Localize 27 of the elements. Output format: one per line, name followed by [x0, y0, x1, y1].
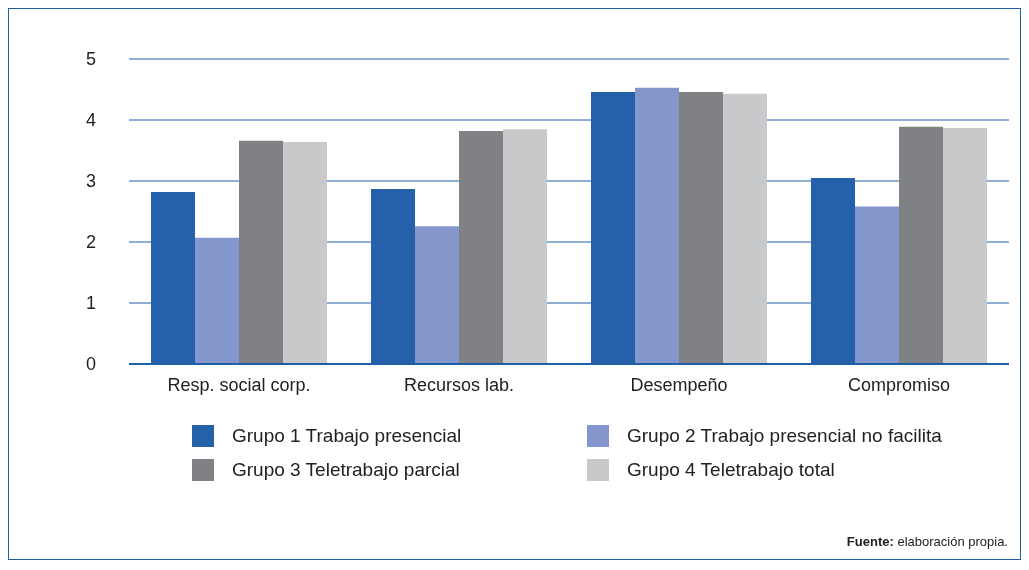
- bar: [943, 127, 987, 364]
- bar: [503, 129, 547, 364]
- y-tick-label: 0: [85, 354, 96, 375]
- bar: [899, 126, 943, 364]
- bar: [459, 130, 503, 364]
- bar: [283, 141, 327, 364]
- legend-label: Grupo 1 Trabajo presencial: [231, 425, 463, 447]
- x-tick-label: Compromiso: [847, 374, 951, 395]
- y-tick-label: 4: [85, 110, 96, 131]
- legend-label: Grupo 4 Teletrabajo total: [626, 459, 836, 481]
- y-tick-label: 1: [85, 293, 96, 314]
- bar: [855, 206, 899, 364]
- legend-label: Grupo 2 Trabajo presencial no facilita: [626, 425, 943, 447]
- bar: [239, 140, 283, 364]
- y-tick-label: 3: [85, 171, 96, 192]
- bar: [679, 91, 723, 364]
- x-tick-label: Recursos lab.: [403, 374, 515, 395]
- bar: [415, 226, 459, 364]
- bar: [195, 237, 239, 364]
- y-tick-label: 2: [85, 232, 96, 253]
- x-tick-label: Resp. social corp.: [167, 374, 311, 395]
- bar: [635, 87, 679, 364]
- x-tick-label: Desempeño: [630, 374, 728, 395]
- source-note: Fuente: elaboración propia.: [846, 534, 1008, 549]
- y-tick-label: 5: [85, 49, 96, 70]
- bar: [723, 93, 767, 364]
- legend-label: Grupo 3 Teletrabajo parcial: [231, 459, 461, 481]
